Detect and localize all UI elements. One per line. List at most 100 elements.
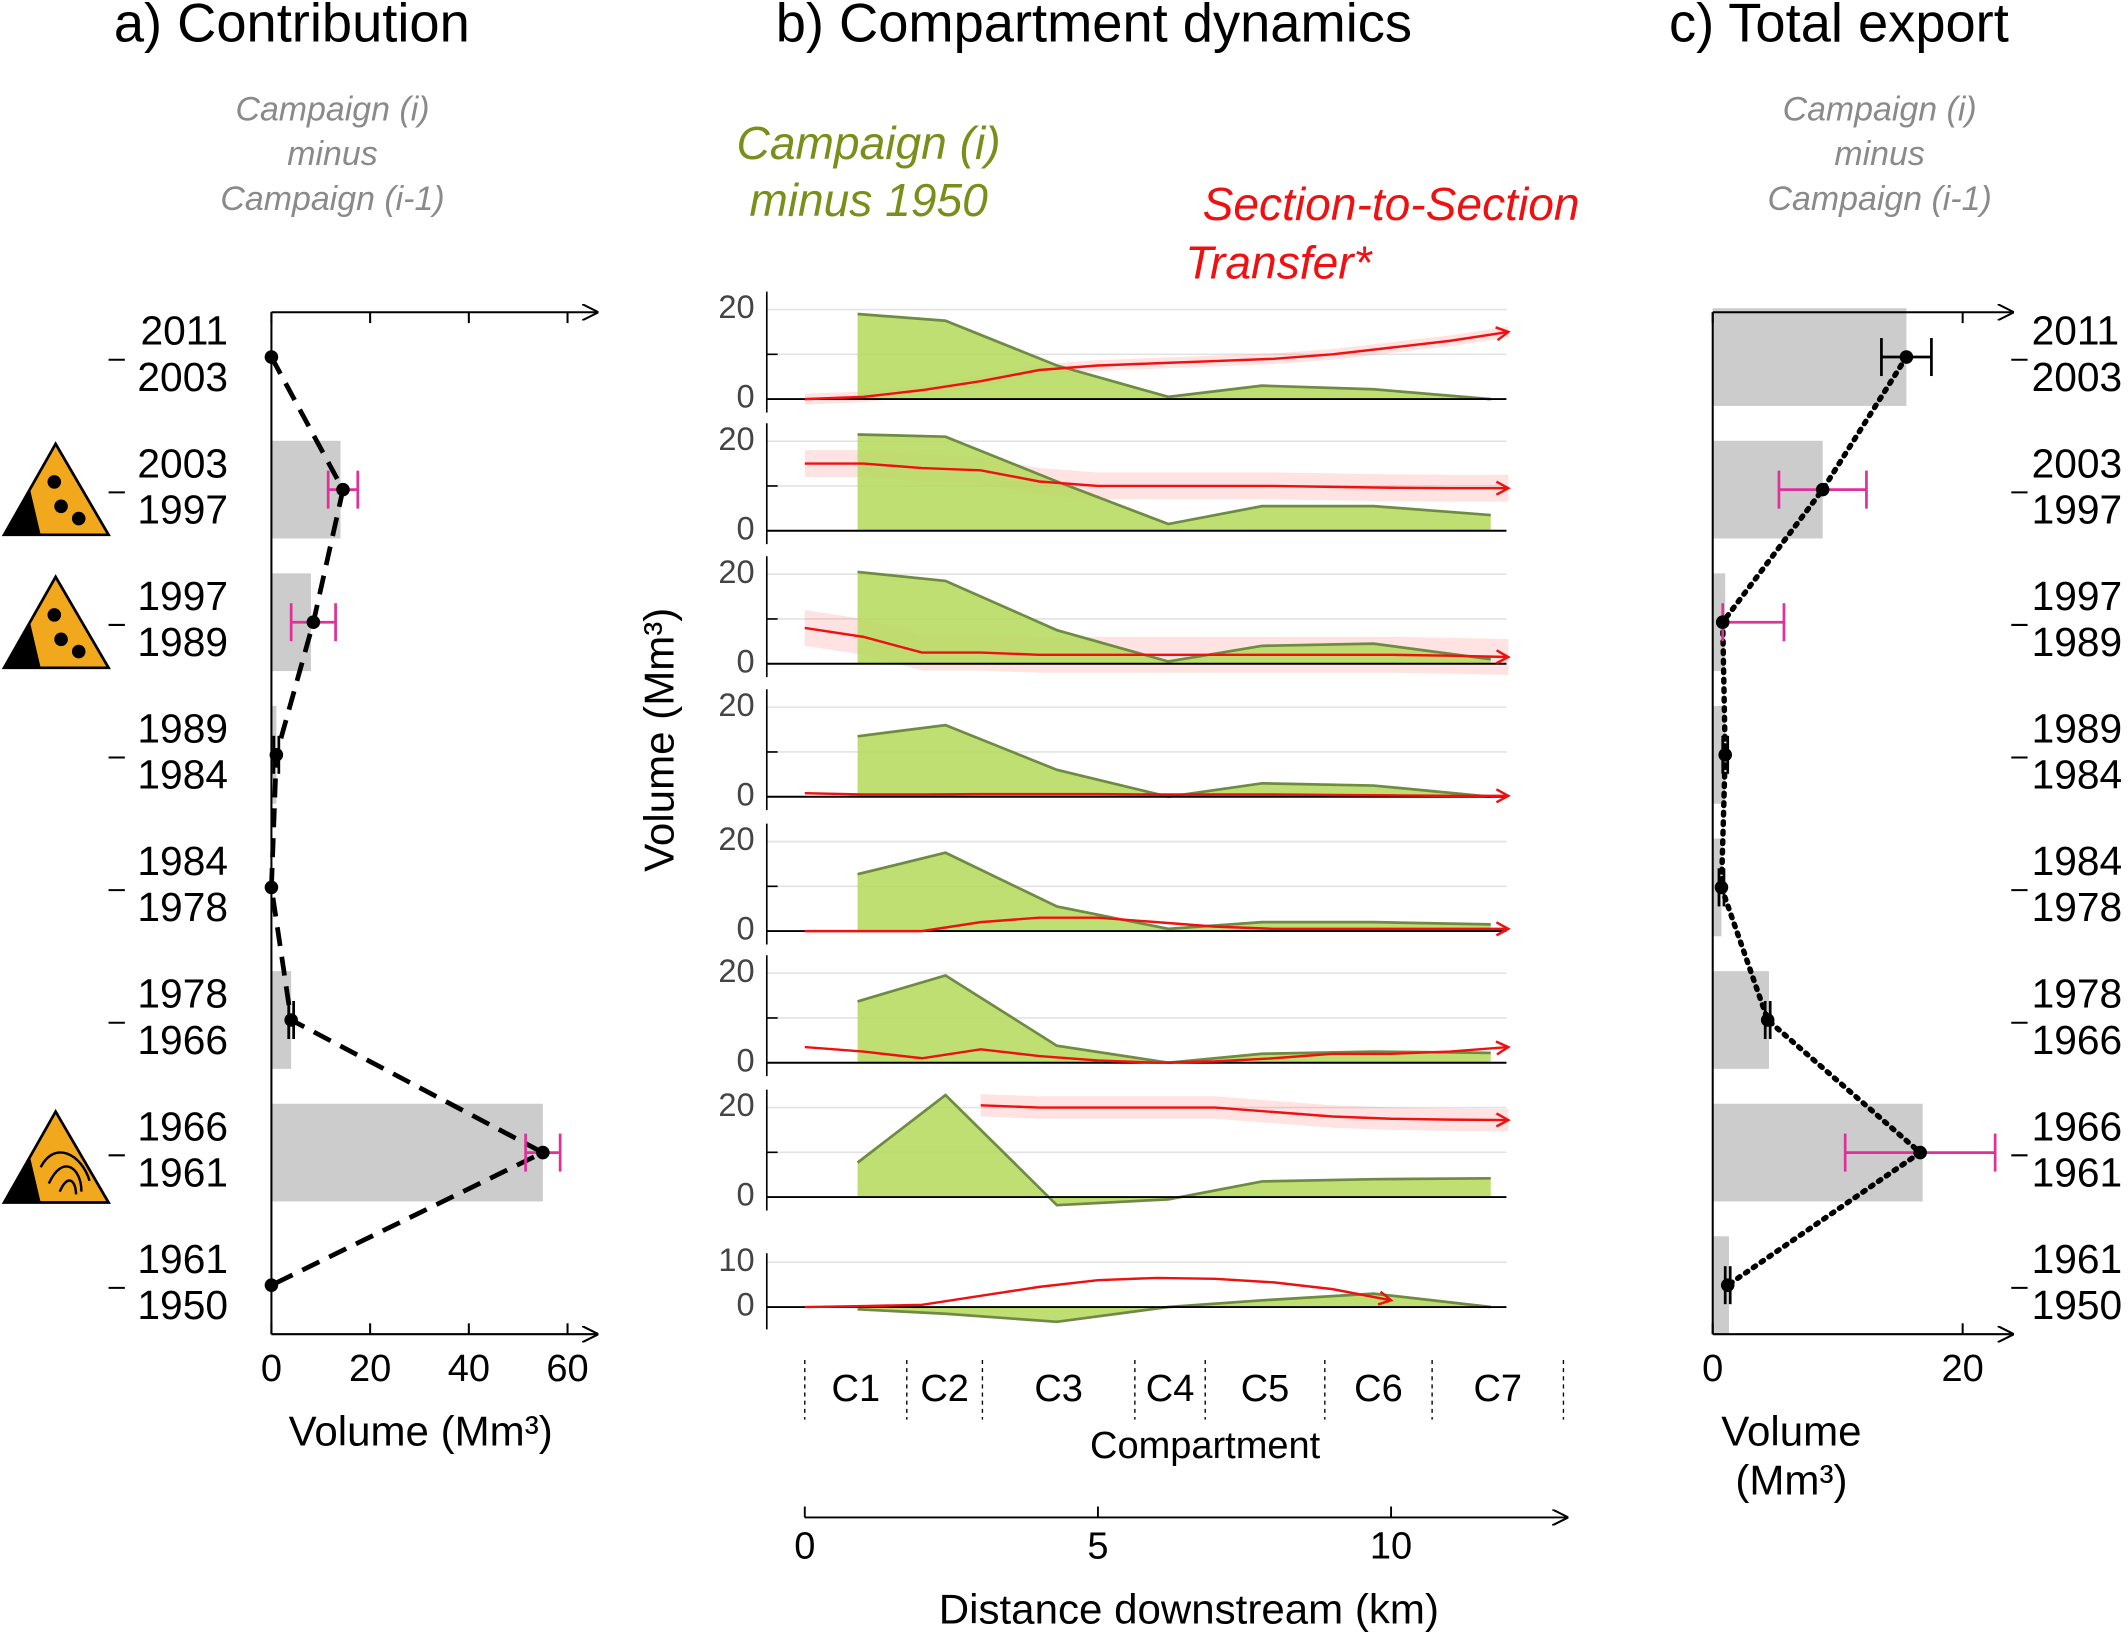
row-label: 1997	[2032, 573, 2123, 619]
row-label: 1997	[137, 573, 228, 619]
point	[1714, 880, 1729, 895]
row-label: 1966	[137, 1017, 228, 1063]
arrow-head	[1495, 480, 1511, 496]
panel-title: a) Contribution	[114, 0, 470, 54]
row-label: 1989	[2032, 705, 2123, 751]
y-tick-label: 0	[736, 379, 754, 415]
y-tick-label: 0	[736, 510, 754, 546]
arrow-head	[1377, 1290, 1394, 1306]
legend-green: Campaign (i)	[737, 117, 1001, 169]
y-tick-label: 20	[718, 687, 754, 723]
compartment-label: C5	[1241, 1368, 1290, 1410]
row-label: 2003	[137, 354, 228, 400]
subtitle: Campaign (i-1)	[1768, 180, 1992, 218]
point	[269, 748, 284, 762]
uncertainty-band	[980, 1094, 1509, 1132]
point	[536, 1145, 550, 1160]
compartment-label: C3	[1034, 1368, 1083, 1410]
x-tick-label: 20	[349, 1348, 391, 1390]
point	[1720, 1278, 1735, 1292]
row-label: 2003	[2032, 440, 2123, 486]
volume-edge	[857, 312, 1491, 401]
bar	[1712, 308, 1907, 406]
volume-area	[857, 852, 1491, 932]
y-tick-label: 20	[718, 421, 754, 457]
row-label: 1961	[137, 1149, 228, 1195]
x-axis-label: Volume (Mm³)	[289, 1408, 553, 1455]
row-label: 1950	[2032, 1282, 2123, 1328]
row-label: 1978	[137, 884, 228, 930]
row-label: 1989	[137, 619, 228, 665]
legend-red: Section-to-Section	[1203, 178, 1580, 230]
transfer-line	[804, 462, 1509, 490]
subtitle: Campaign (i)	[1783, 90, 1977, 128]
y-axis-label: Volume (Mm³)	[635, 608, 682, 872]
x-tick-label: 20	[1942, 1348, 1984, 1390]
transfer-line	[804, 626, 1509, 659]
transfer-line	[804, 916, 1509, 933]
row-label: 1961	[2032, 1149, 2123, 1195]
point	[1715, 615, 1730, 630]
volume-edge	[857, 570, 1491, 663]
compartment-label: C1	[832, 1368, 881, 1410]
transfer-line	[980, 1104, 1509, 1122]
compartment-label: C6	[1354, 1368, 1403, 1410]
trend-line	[269, 355, 549, 1288]
arrow-head	[1495, 1040, 1511, 1056]
row-label: 1966	[2032, 1017, 2123, 1063]
panel-title: c) Total export	[1669, 0, 2009, 54]
y-tick-label: 20	[718, 289, 754, 325]
arrow-head	[1495, 326, 1511, 342]
x-axis-label: Distance downstream (km)	[939, 1586, 1439, 1633]
point	[284, 1013, 298, 1027]
y-tick-label: 20	[718, 554, 754, 590]
point	[1760, 1013, 1775, 1027]
row-label: 2011	[2032, 308, 2120, 354]
subtitle: minus	[287, 135, 377, 173]
volume-edge	[857, 851, 1491, 931]
row-label: 1989	[137, 705, 228, 751]
arrow-head	[1495, 1112, 1511, 1128]
y-tick-label: 20	[718, 1087, 754, 1123]
point	[1718, 748, 1732, 762]
volume-area	[857, 1293, 1491, 1322]
y-tick-label: 0	[736, 643, 754, 679]
row-label: 1997	[137, 486, 228, 532]
volume-area	[857, 975, 1491, 1063]
legend-green: minus 1950	[749, 174, 988, 226]
row-label: 1966	[137, 1103, 228, 1149]
row-label: 1989	[2032, 619, 2123, 665]
x-tick-label: 10	[1370, 1526, 1412, 1568]
compartment-label: C7	[1473, 1368, 1522, 1410]
bar	[1712, 971, 1769, 1069]
row-label: 1984	[2032, 838, 2123, 884]
row-label: 1984	[137, 752, 228, 798]
row-label: 1961	[2032, 1236, 2123, 1282]
y-tick-label: 0	[736, 1177, 754, 1213]
bar	[271, 1103, 543, 1202]
y-tick-label: 0	[736, 1287, 754, 1323]
row-label: 1966	[2032, 1103, 2123, 1149]
compartment-label: C4	[1146, 1368, 1195, 1410]
point	[264, 880, 279, 895]
point	[306, 615, 321, 630]
point	[336, 482, 350, 497]
row-label: 2003	[137, 440, 228, 486]
row-label: 1997	[2032, 486, 2123, 532]
transfer-line	[804, 330, 1509, 401]
x-tick-label: 5	[1087, 1526, 1108, 1568]
x-tick-label: 0	[794, 1526, 815, 1568]
volume-edge	[856, 1093, 1491, 1207]
y-tick-label: 10	[718, 1242, 754, 1278]
point	[1815, 482, 1830, 497]
row-label: 1984	[137, 838, 228, 884]
y-tick-label: 20	[718, 821, 754, 857]
row-label: 1978	[2032, 971, 2123, 1017]
compartment-label: C2	[920, 1368, 969, 1410]
subtitle: Campaign (i)	[235, 90, 429, 128]
x-tick-label: 60	[546, 1348, 588, 1390]
y-tick-label: 0	[736, 1042, 754, 1078]
point	[264, 1278, 279, 1292]
volume-area	[857, 725, 1491, 797]
